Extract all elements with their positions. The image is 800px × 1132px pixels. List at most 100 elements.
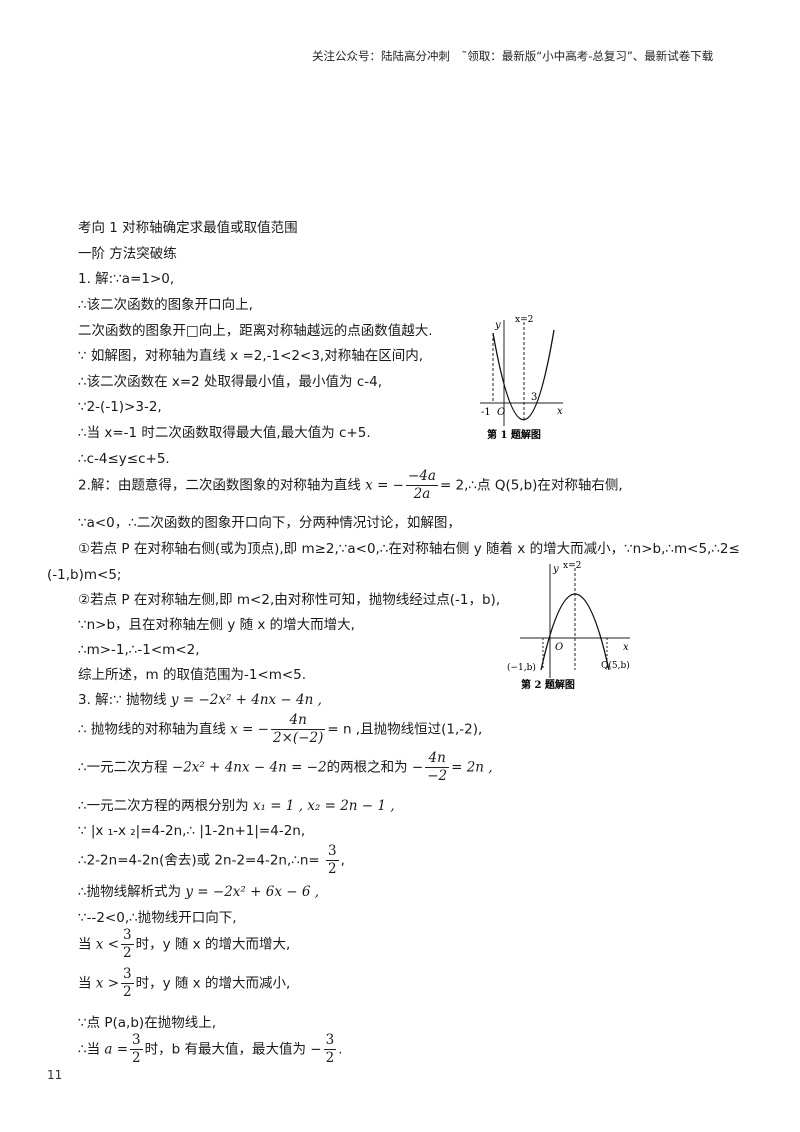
parabola-curve	[492, 329, 555, 421]
text: 时，y 随 x 的增大而增大,	[135, 936, 291, 953]
tick-label: 3	[531, 392, 537, 403]
text: ∴当	[78, 1041, 105, 1058]
text: 3. 解:∵ 抛物线	[78, 692, 171, 708]
point-label: Q(5,b)	[601, 660, 630, 671]
figure-2-parabola: y x=2 O x (−1,b) Q(5,b) 第 2 题解图	[507, 561, 630, 691]
fraction: −4a 2a	[406, 468, 438, 503]
text-line: 1. 解:∵a=1>0,	[78, 271, 175, 287]
numerator: 4n	[425, 750, 450, 768]
denominator: 2	[325, 1050, 335, 1066]
text-line: ∵a<0，∴二次函数的图象开口向下，分两种情况讨论，如解图，	[78, 515, 461, 531]
text-line: ∴该二次函数在 x=2 处取得最小值，最小值为 c-4,	[78, 374, 383, 390]
text-line: ∴一元二次方程的两根分别为 x₁ = 1 , x₂ = 2n − 1 ,	[78, 797, 395, 815]
text: ∴ 抛物线的对称轴为直线	[78, 721, 231, 738]
text-line: ∴该二次函数的图象开口向上,	[78, 297, 253, 313]
figure-1-parabola: y x=2 -1 O 3 x 第 1 题解图	[480, 315, 563, 441]
text-line: 当 x >3 2 时，y 随 x 的增大而减小,	[78, 966, 290, 1001]
text-line: 3. 解:∵ 抛物线 y = −2x² + 4nx − 4n ,	[78, 691, 322, 709]
text: 当	[78, 936, 96, 953]
math: a =	[104, 1041, 129, 1058]
text-line: ∵ |x ₁-x ₂|=4-2n,∴ |1-2n+1|=4-2n,	[78, 823, 306, 839]
denominator: 2	[123, 984, 132, 1000]
numerator: 3	[121, 927, 134, 945]
text-line: ①若点 P 在对称轴右侧(或为顶点),即 m≥2,∵a<0,∴在对称轴右侧 y …	[78, 541, 740, 557]
parabola-curve	[540, 593, 610, 671]
text: 时，y 随 x 的增大而减小,	[135, 975, 291, 992]
denominator: −2	[427, 768, 448, 784]
math: y = −2x² + 6x − 6 ,	[185, 884, 319, 900]
numerator: 4n	[271, 712, 326, 730]
text: ∴一元二次方程的两根分别为	[78, 798, 253, 814]
page-number: 11	[47, 1068, 63, 1082]
text: ∴一元二次方程	[78, 759, 172, 776]
text-line: ∴抛物线解析式为 y = −2x² + 6x − 6 ,	[78, 883, 319, 901]
text-line: (-1,b)m<5;	[47, 567, 122, 583]
numerator: −4a	[406, 468, 438, 486]
text-line: ∴当 x=-1 时二次函数取得最大值,最大值为 c+5.	[78, 425, 371, 441]
text-line: ∵ 如解图，对称轴为直线 x =2,-1<2<3,对称轴在区间内,	[78, 348, 423, 364]
text: 的两根之和为 −	[326, 759, 424, 776]
math: x₁ = 1 , x₂ = 2n − 1 ,	[252, 798, 395, 814]
y-label: y	[552, 564, 559, 575]
point-label: (−1,b)	[507, 662, 536, 673]
origin-label: O	[555, 642, 563, 653]
math: y = −2x² + 4nx − 4n ,	[170, 692, 322, 708]
text-line: 当 x <3 2 时，y 随 x 的增大而增大,	[78, 927, 290, 962]
fraction: 4n 2×(−2)	[271, 712, 326, 747]
tick-label: -1	[481, 407, 491, 418]
denominator: 2	[123, 945, 132, 961]
denominator: 2a	[413, 486, 431, 502]
text-line: ∴一元二次方程 −2x² + 4nx − 4n = −2的两根之和为 −4n −2…	[78, 750, 493, 785]
text-line: ∵点 P(a,b)在抛物线上,	[78, 1015, 216, 1031]
axis-label: x=2	[563, 561, 581, 571]
text-line: ∵n>b，且在对称轴左侧 y 随 x 的增大而增大,	[78, 617, 355, 633]
y-label: y	[494, 320, 501, 331]
text: ,	[340, 852, 345, 869]
denominator: 2	[132, 1050, 141, 1066]
text: 2.解：由题意得，二次函数图象的对称轴为直线	[78, 477, 366, 494]
math: x = −	[230, 721, 269, 738]
text-line: 2.解：由题意得，二次函数图象的对称轴为直线 x = − −4a 2a = 2,∴点 …	[78, 468, 623, 503]
figure-caption: 第 1 题解图	[487, 428, 541, 441]
text: ∴抛物线解析式为	[78, 884, 186, 900]
section-title: 考向 1 对称轴确定求最值或取值范围	[78, 220, 298, 236]
text: = 2,∴点 Q(5,b)在对称轴右侧,	[439, 477, 623, 494]
text-line: ∴c-4≤y≤c+5.	[78, 451, 170, 467]
subsection-title: 一阶 方法突破练	[78, 246, 177, 262]
x-label: x	[623, 642, 629, 653]
numerator: 3	[323, 1032, 337, 1050]
numerator: 3	[326, 843, 339, 861]
text: ∴2-2n=4-2n(舍去)或 2n-2=4-2n,∴n=	[78, 852, 324, 869]
text-line: ②若点 P 在对称轴左侧,即 m<2,由对称性可知，抛物线经过点(-1，b),	[78, 592, 501, 608]
axis-label: x=2	[515, 315, 533, 325]
text: 当	[78, 975, 96, 992]
denominator: 2×(−2)	[273, 730, 324, 746]
text-line: ∵2-(-1)>3-2,	[78, 399, 162, 415]
x-label: x	[557, 406, 563, 417]
page-header: 关注公众号：陆陆高分冲刺 ˜领取：最新版“小中高考-总复习”、最新试卷下载	[312, 49, 714, 63]
fraction: 4n −2	[425, 750, 450, 785]
math: x = −	[365, 477, 404, 494]
text-line: 综上所述，m 的取值范围为-1<m<5.	[78, 667, 307, 683]
math: x <	[95, 936, 120, 953]
math: = 2n ,	[451, 759, 493, 776]
text-line: ∵--2<0,∴抛物线开口向下,	[78, 910, 237, 926]
text: 时，b 有最大值，最大值为 −	[144, 1041, 322, 1058]
denominator: 2	[328, 861, 337, 877]
text-line: 二次函数的图象开□向上，距离对称轴越远的点函数值越大.	[78, 323, 433, 339]
math: x >	[95, 975, 120, 992]
text: = n ,且抛物线恒过(1,-2),	[327, 721, 483, 738]
text: .	[338, 1041, 343, 1058]
origin-label: O	[497, 407, 505, 418]
numerator: 3	[121, 966, 134, 984]
figure-caption: 第 2 题解图	[521, 678, 575, 691]
text-line: ∴当 a = 3 2 时，b 有最大值，最大值为 −3 2.	[78, 1032, 343, 1067]
text-line: ∴ 抛物线的对称轴为直线 x = −4n 2×(−2) = n ,且抛物线恒过(1,…	[78, 712, 482, 747]
